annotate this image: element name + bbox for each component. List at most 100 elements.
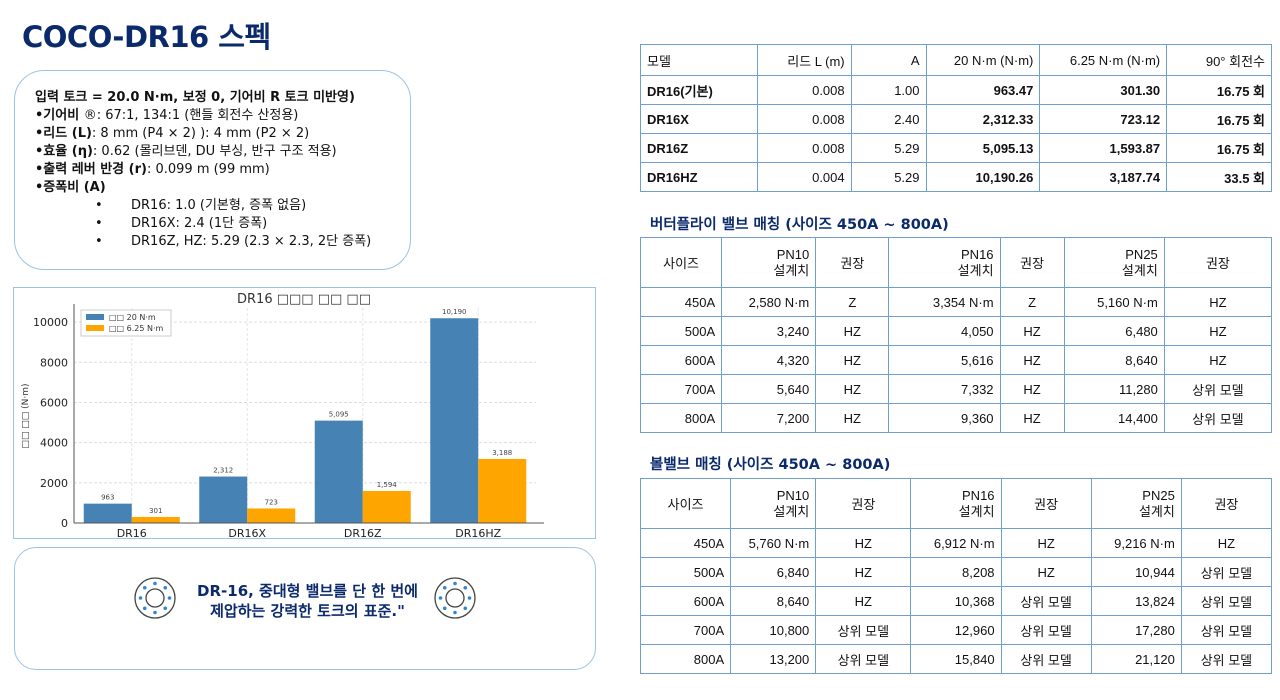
table-cell: HZ: [999, 345, 1065, 375]
spec-value: : 0.62 (몰리브덴, DU 부싱, 반구 구조 적용): [92, 144, 337, 159]
table-cell: 0.008: [756, 75, 852, 105]
data-label: 1,594: [377, 481, 398, 489]
spec-label: •출력 레버 반경 (r): [35, 162, 147, 177]
table-row: DR16(기본) 0.008 1.00 963.47 301.30 16.75 회: [640, 75, 1272, 105]
table-cell: Z: [815, 287, 890, 317]
table-cell: 0.008: [756, 133, 852, 163]
spec-value: : 8 mm (P4 × 2) ): 4 mm (P2 × 2): [91, 126, 310, 141]
table-cell: 10,944: [1090, 557, 1182, 587]
spec-box: 입력 토크 = 20.0 N·m, 보정 0, 기어비 R 토크 미반영) •기…: [14, 70, 411, 270]
table-cell: 301.30: [1039, 75, 1168, 105]
table-cell: HZ: [815, 316, 890, 346]
table-cell: 7,200: [721, 403, 817, 433]
column-header: 사이즈: [639, 478, 732, 529]
page-title: COCO-DR16 스펙: [22, 20, 271, 54]
table-header-row: 사이즈 PN10 설계치 권장 PN16 설계치 권장 PN25 설계치 권장: [639, 237, 1273, 288]
legend-label: □□ 20 N·m: [109, 313, 156, 322]
column-header: PN10 설계치: [730, 478, 817, 529]
table-cell: 16.75 회: [1166, 133, 1272, 163]
table-cell: 상위 모델: [1000, 615, 1092, 645]
column-header: PN25 설계치: [1090, 478, 1182, 529]
table-cell: 500A: [639, 316, 723, 346]
table-cell: 500A: [639, 557, 732, 587]
column-header: PN10 설계치: [721, 237, 817, 288]
y-tick-label: 0: [61, 517, 68, 530]
header-line: 설계치: [1121, 262, 1158, 278]
table-cell: HZ: [1000, 528, 1092, 558]
table-cell: 10,800: [730, 615, 817, 645]
table-cell: HZ: [999, 374, 1065, 404]
column-header: 6.25 N·m (N·m): [1039, 44, 1168, 76]
table-cell: 450A: [639, 287, 723, 317]
spec-label: •기어비: [35, 108, 84, 123]
data-label: 10,190: [442, 308, 467, 316]
column-header: PN16 설계치: [910, 478, 1002, 529]
legend-swatch: [86, 325, 104, 331]
table-row: 600A 4,320 HZ 5,616 HZ 8,640 HZ: [639, 345, 1273, 375]
y-axis-label: □□ □□ (N·m): [21, 383, 31, 448]
table-cell: 600A: [639, 586, 732, 616]
bar: [430, 318, 479, 523]
bar: [478, 458, 527, 523]
x-tick-label: DR16Z: [344, 527, 382, 538]
table-cell: DR16(기본): [640, 75, 758, 105]
table-cell: HZ: [815, 403, 890, 433]
spec-sub-item: DR16X: 2.4 (1단 증폭): [35, 215, 410, 233]
table-cell: 3,187.74: [1039, 162, 1168, 192]
header-line: 권장: [1020, 256, 1045, 271]
table-cell: 상위 모델: [1180, 644, 1273, 674]
table-cell: HZ: [1163, 316, 1273, 346]
table-row: 700A 5,640 HZ 7,332 HZ 11,280 상위 모델: [639, 374, 1273, 404]
legend-swatch: [86, 314, 104, 320]
spec-sub-item: DR16: 1.0 (기본형, 증폭 없음): [35, 197, 410, 215]
butterfly-valve-table: 사이즈 PN10 설계치 권장 PN16 설계치 권장 PN25 설계치 권장 450A 2,580 …: [639, 237, 1273, 433]
table-row: 500A 3,240 HZ 4,050 HZ 6,480 HZ: [639, 316, 1273, 346]
spec-line: •증폭비 (A): [35, 179, 410, 197]
model-spec-table: 모델 리드 L (m) A 20 N·m (N·m) 6.25 N·m (N·m) 90°…: [640, 44, 1272, 192]
legend: [80, 309, 172, 337]
torque-chart: 0 2000 4000 6000 8000 10000 DR16 963 301 DR16X 2,3…: [13, 287, 596, 540]
data-label: 3,188: [492, 449, 512, 457]
table-header-row: 사이즈 PN10 설계치 권장 PN16 설계치 권장 PN25 설계치 권장: [639, 478, 1273, 529]
header-line: PN16: [961, 246, 994, 262]
chart-svg: 0 2000 4000 6000 8000 10000 DR16 963 301 DR16X 2,3…: [21, 292, 544, 540]
spec-line: •효율 (η): 0.62 (몰리브덴, DU 부싱, 반구 구조 적용): [35, 143, 410, 161]
table-cell: 21,120: [1090, 644, 1182, 674]
column-header: 권장: [815, 237, 890, 288]
valve-flange-icon: [134, 577, 176, 619]
table-row: 450A 2,580 N·m Z 3,354 N·m Z 5,160 N·m HZ: [639, 287, 1273, 317]
y-tick-label: 10000: [33, 316, 68, 329]
table-cell: 17,280: [1090, 615, 1182, 645]
spec-line: •기어비 ®: 67:1, 134:1 (핸들 회전수 산정용): [35, 107, 410, 125]
table-cell: 상위 모델: [1163, 374, 1273, 404]
table-cell: 6,912 N·m: [910, 528, 1002, 558]
y-tick-label: 4000: [40, 437, 68, 450]
table-cell: 9,216 N·m: [1090, 528, 1182, 558]
column-header: 권장: [1000, 478, 1092, 529]
table-row: 800A 13,200 상위 모델 15,840 상위 모델 21,120 상위 모델: [639, 644, 1273, 674]
chart-title: DR16 □□□ □□ □□: [237, 292, 371, 307]
table-cell: Z: [999, 287, 1065, 317]
table-cell: 5.29: [850, 133, 927, 163]
bar: [362, 490, 411, 523]
table-row: DR16X 0.008 2.40 2,312.33 723.12 16.75 회: [640, 104, 1272, 134]
table-cell: HZ: [999, 316, 1065, 346]
table-cell: 2,312.33: [925, 104, 1041, 134]
data-label: 963: [101, 494, 114, 502]
table-cell: 5,160 N·m: [1063, 287, 1165, 317]
table-cell: 800A: [639, 644, 732, 674]
table-cell: 600A: [639, 345, 723, 375]
header-line: 권장: [1205, 256, 1230, 271]
table-cell: 상위 모델: [1180, 615, 1273, 645]
table-cell: DR16Z: [640, 133, 758, 163]
table-cell: 7,332: [888, 374, 1001, 404]
table-cell: 상위 모델: [1163, 403, 1273, 433]
column-header: A: [850, 44, 927, 76]
spec-value: ®: 67:1, 134:1 (핸들 회전수 산정용): [83, 108, 299, 123]
column-header: 권장: [1180, 478, 1273, 529]
header-line: PN10: [776, 246, 810, 262]
header-line: PN10: [776, 487, 810, 503]
column-header: PN25 설계치: [1063, 237, 1165, 288]
header-line: PN16: [962, 487, 995, 503]
y-tick-label: 8000: [40, 356, 68, 369]
